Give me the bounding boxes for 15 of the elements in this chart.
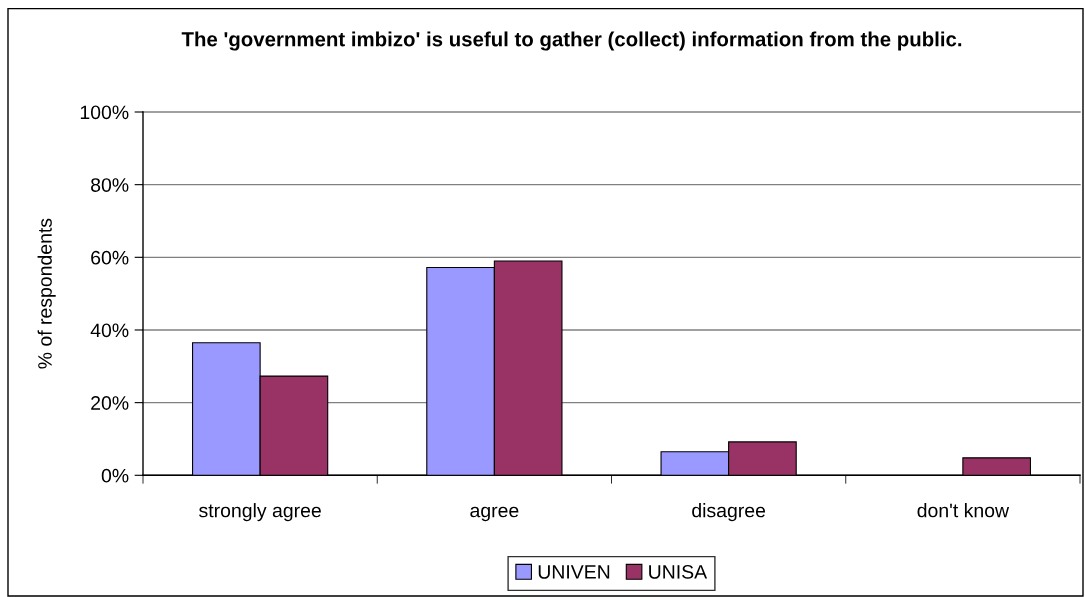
bar bbox=[962, 457, 1032, 476]
y-tick-label: 0% bbox=[101, 468, 129, 483]
x-tick-label: disagree bbox=[692, 503, 766, 522]
y-tick-label: 80% bbox=[91, 178, 129, 192]
x-tick-label: strongly agree bbox=[199, 503, 321, 522]
y-tick-label: 100% bbox=[80, 105, 129, 120]
legend-label: UNISA bbox=[649, 565, 708, 579]
y-tick-label: 40% bbox=[90, 323, 129, 338]
legend-label: UNIVEN bbox=[538, 565, 610, 579]
y-tick-label: 60% bbox=[91, 250, 129, 265]
x-tick-label: agree bbox=[470, 506, 519, 522]
y-tick-label: 20% bbox=[91, 396, 129, 410]
y-axis-title: % of respondents bbox=[37, 218, 56, 369]
chart-title: The 'government imbizo' is useful to gather (collect) information from the public. bbox=[181, 31, 962, 51]
x-tick-label: don't know bbox=[917, 503, 1010, 518]
